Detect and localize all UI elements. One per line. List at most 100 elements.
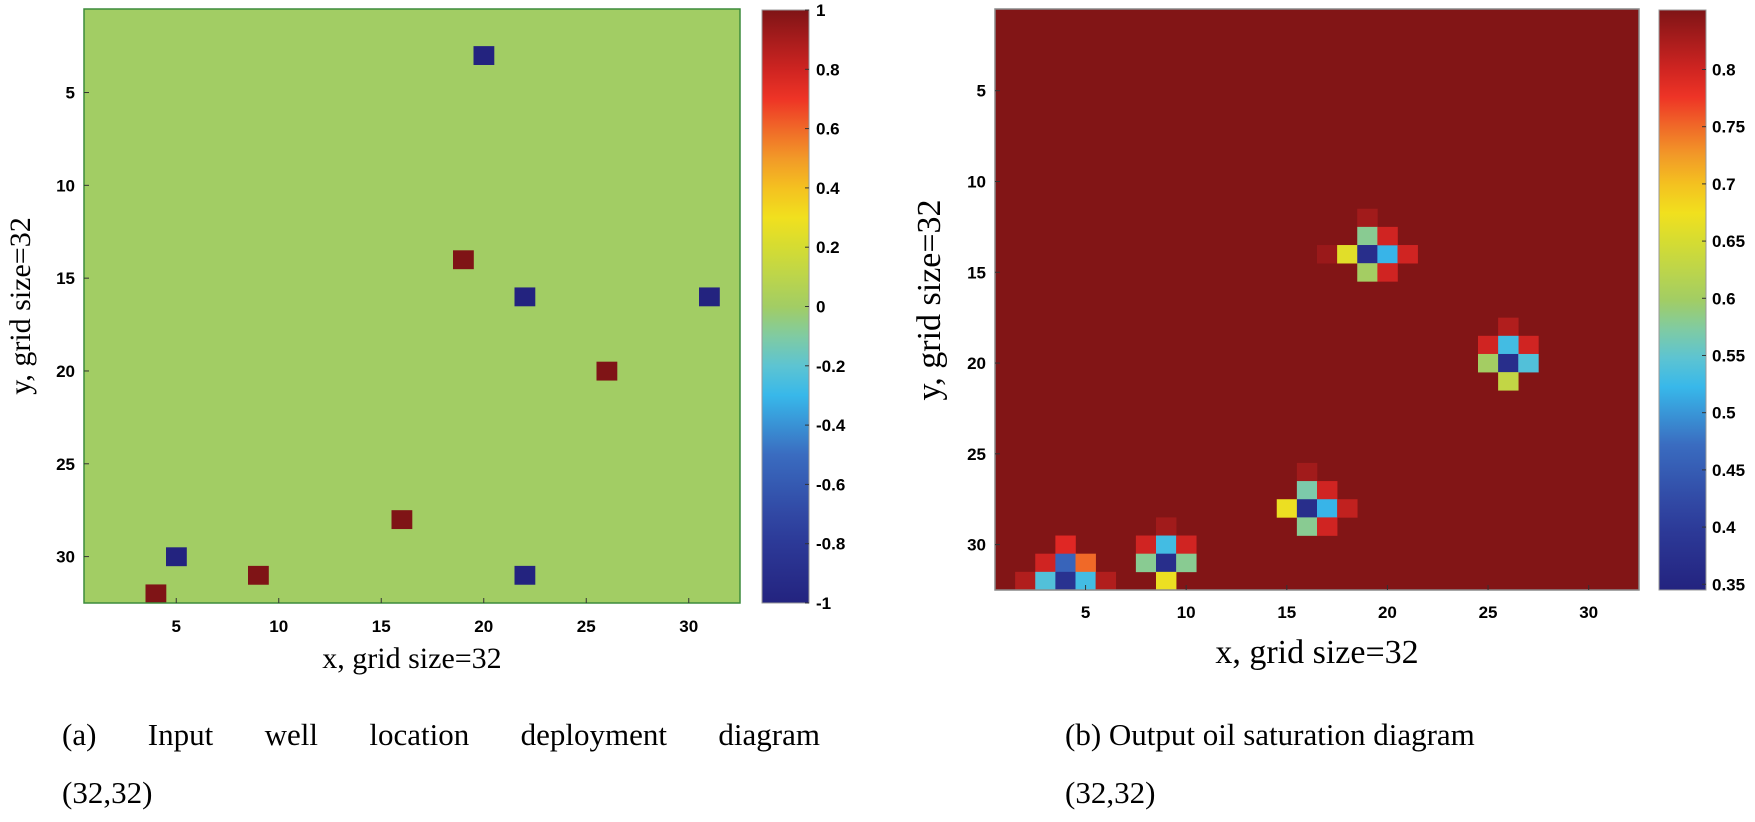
- heatmap-cell: [1296, 499, 1318, 518]
- x-axis-label-b: x, grid size=32: [1215, 634, 1418, 671]
- y-tick-label: 30: [56, 548, 75, 567]
- caption-b-line2: (32,32): [1065, 775, 1156, 810]
- heatmap-cell: [1176, 535, 1197, 554]
- colorbar-tick-label: -0.2: [816, 357, 845, 376]
- caption-a: (a) Input well location deployment diagr…: [62, 706, 820, 822]
- heatmap-cell: [1317, 245, 1338, 264]
- x-tick-label: 5: [172, 617, 181, 636]
- heatmap-cell: [1296, 462, 1318, 482]
- colorbar-tick-label: 0.5: [1712, 404, 1736, 423]
- colorbar-tick-label: 0.8: [1712, 60, 1736, 79]
- colorbar-tick-label: 0.4: [1712, 518, 1736, 537]
- x-tick-label: 10: [269, 617, 288, 636]
- y-tick-label: 15: [967, 263, 986, 282]
- heatmap-cell: [1357, 208, 1378, 228]
- heatmap-cell: [1276, 499, 1298, 518]
- caption-b: (b) Output oil saturation diagram (32,32…: [1065, 706, 1665, 822]
- heatmap-cell: [1518, 335, 1539, 355]
- y-tick-label: 5: [66, 84, 75, 103]
- heatmap-cell: [1317, 517, 1338, 536]
- x-tick-label: 25: [577, 617, 596, 636]
- colorbar-tick-label: -1: [816, 594, 831, 613]
- heatmap-cell: [473, 46, 495, 65]
- heatmap-cell: [1317, 481, 1338, 500]
- heatmap-cell: [1357, 263, 1378, 282]
- x-tick-label: 20: [1378, 603, 1397, 622]
- colorbar: [761, 9, 810, 604]
- colorbar-tick-label: -0.8: [816, 535, 845, 554]
- y-tick-label: 15: [56, 269, 75, 288]
- panel-b-oil-saturation: 5 10 15 20 25 30 5 10 15 20 25 30 0.8 0.75 0.7 0.65 0.6 0…: [967, 8, 1745, 622]
- heatmap-cell: [1135, 553, 1157, 573]
- heatmap-cell: [1055, 535, 1076, 554]
- heatmap-cell: [166, 547, 187, 567]
- heatmap-cell: [1035, 553, 1056, 573]
- heatmap-cell: [1498, 372, 1519, 391]
- heatmap-cell: [1075, 571, 1096, 591]
- y-tick-label: 10: [967, 172, 986, 191]
- colorbar-tick-label: 0.55: [1712, 346, 1745, 365]
- heatmap-cell: [248, 565, 269, 585]
- caption-a-line2: (32,32): [62, 775, 153, 810]
- heatmap-cell: [1518, 353, 1539, 373]
- x-tick-label: 30: [1579, 603, 1598, 622]
- heatmap-cell: [145, 584, 167, 604]
- y-tick-label: 30: [967, 536, 986, 555]
- heatmap-cell: [1095, 571, 1117, 591]
- heatmap-cell: [1317, 499, 1338, 518]
- x-tick-label: 15: [1277, 603, 1296, 622]
- y-axis-label-a: y, grid size=32: [4, 217, 37, 394]
- colorbar-tick-label: 0: [816, 298, 825, 317]
- x-axis-label-a: x, grid size=32: [322, 642, 501, 675]
- colorbar-tick-label: -0.6: [816, 475, 845, 494]
- colorbar-tick-label: 1: [816, 1, 825, 20]
- heatmap-cell: [1478, 353, 1499, 373]
- heatmap-cell: [1015, 571, 1036, 591]
- axes-frame: [83, 8, 741, 604]
- heatmap-cell: [1498, 335, 1519, 355]
- heatmap-background: [84, 9, 740, 603]
- heatmap-cell: [1156, 571, 1177, 591]
- colorbar: [1658, 9, 1707, 591]
- colorbar-tick-label: 0.75: [1712, 118, 1745, 137]
- colorbar-tick-label: 0.8: [816, 60, 840, 79]
- y-tick-label: 20: [967, 354, 986, 373]
- heatmap-cell: [1176, 553, 1197, 573]
- colorbar-tick-label: 0.45: [1712, 461, 1745, 480]
- heatmap-cell: [1156, 517, 1177, 536]
- x-tick-label: 30: [679, 617, 698, 636]
- caption-b-line1: (b) Output oil saturation diagram: [1065, 717, 1475, 752]
- heatmap-cell: [1377, 245, 1398, 264]
- heatmap-cell: [1337, 245, 1358, 264]
- heatmap-cell: [1498, 317, 1519, 337]
- heatmap-cell: [1397, 245, 1418, 264]
- x-tick-label: 15: [372, 617, 391, 636]
- heatmap-cell: [1075, 553, 1096, 573]
- heatmap-cell: [1156, 535, 1177, 554]
- y-tick-label: 5: [977, 82, 986, 101]
- heatmap-cell: [1296, 517, 1318, 536]
- y-axis-label-b: y, grid size=32: [911, 199, 948, 400]
- heatmap-cell: [453, 250, 474, 270]
- colorbar-tick-label: 0.35: [1712, 575, 1745, 594]
- colorbar-tick-label: 0.4: [816, 179, 840, 198]
- colorbar-tick-label: 0.2: [816, 238, 840, 257]
- colorbar-tick-label: 0.65: [1712, 232, 1745, 251]
- heatmap-cell: [1498, 353, 1519, 373]
- heatmap-cell: [391, 510, 413, 530]
- colorbar-tick-label: -0.4: [816, 416, 846, 435]
- y-tick-label: 20: [56, 362, 75, 381]
- x-tick-label: 5: [1081, 603, 1090, 622]
- heatmap-cell: [1357, 226, 1378, 246]
- heatmap-cell: [1377, 263, 1398, 282]
- panel-a-well-location: 5 10 15 20 25 30 5 10 15 20 25 30 1 0.8 0.6 0.4 0.2 0 -0.2…: [56, 1, 846, 636]
- caption-a-line1: (a) Input well location deployment diagr…: [62, 717, 820, 752]
- heatmap-cell: [699, 287, 720, 307]
- x-tick-label: 10: [1177, 603, 1196, 622]
- y-tick-label: 10: [56, 176, 75, 195]
- y-tick-label: 25: [56, 455, 75, 474]
- y-tick-label: 25: [967, 445, 986, 464]
- heatmap-cell: [1055, 571, 1076, 591]
- colorbar-tick-label: 0.6: [1712, 289, 1736, 308]
